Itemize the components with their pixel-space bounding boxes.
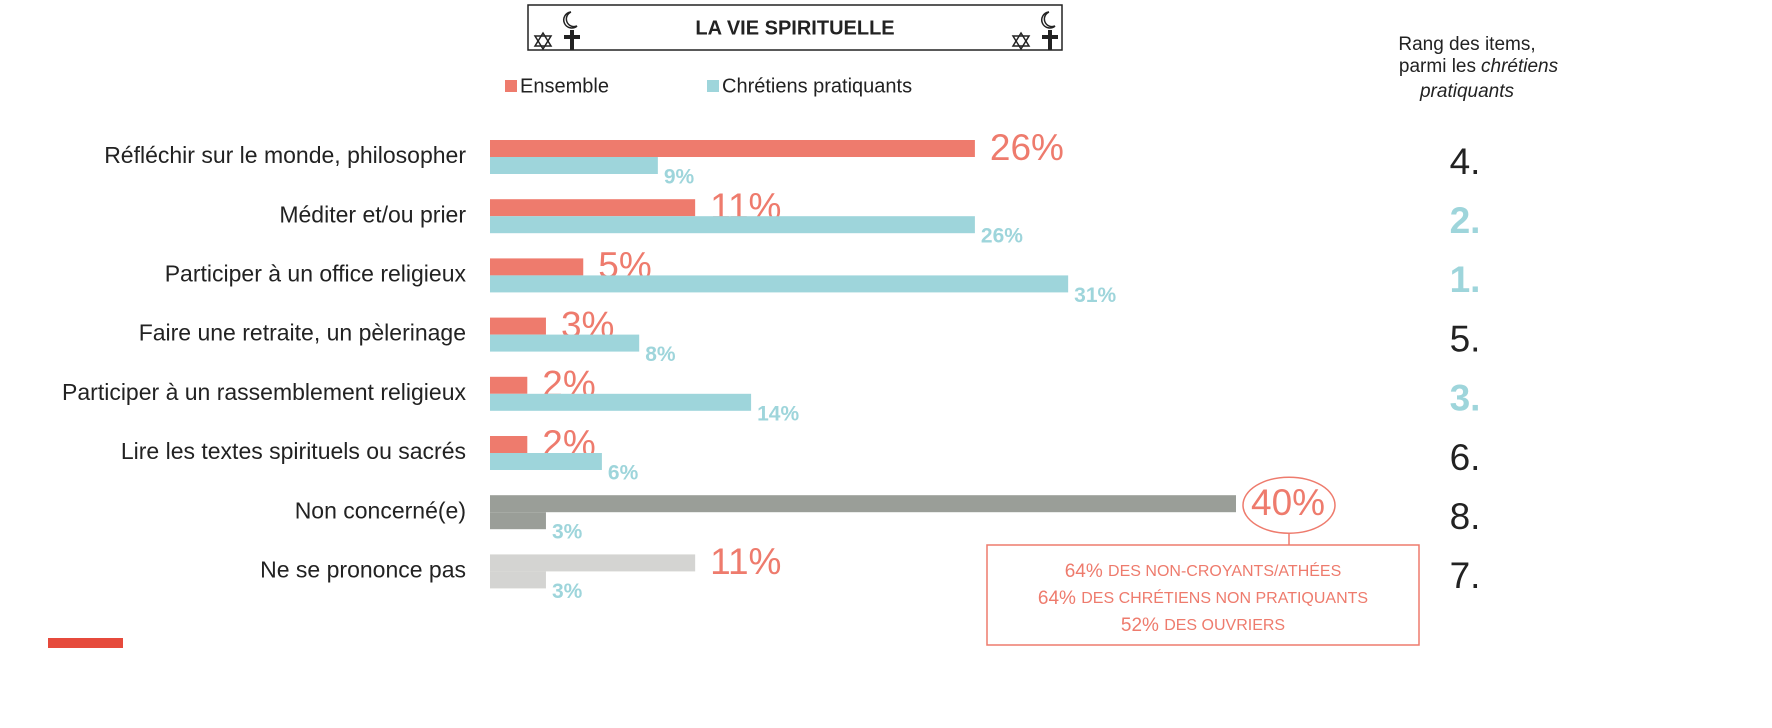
- value-label: 26%: [990, 127, 1064, 168]
- value-label: 40%: [1251, 482, 1325, 523]
- bar: [490, 571, 546, 589]
- category-label: Non concerné(e): [295, 497, 466, 523]
- value-label: 11%: [710, 541, 781, 582]
- title-icon: [533, 11, 1058, 51]
- rank-title: chrétiens: [1481, 56, 1559, 77]
- legend-swatch: [707, 80, 719, 92]
- legend-label: Ensemble: [520, 75, 609, 97]
- category-label: Méditer et/ou prier: [279, 201, 466, 227]
- rank: 6.: [1450, 437, 1481, 478]
- title-box: [527, 4, 1063, 51]
- bar: [490, 140, 975, 157]
- rank: 5.: [1450, 318, 1481, 359]
- value-label: 26%: [981, 225, 1023, 248]
- annotation-line: 52% DES OUVRIERS: [1121, 615, 1285, 636]
- value-label: 3%: [552, 580, 583, 603]
- bar: [490, 512, 546, 530]
- bar: [490, 199, 696, 217]
- category-label: Faire une retraite, un pèlerinage: [139, 320, 466, 346]
- value-label: 6%: [608, 462, 639, 485]
- bar: [490, 436, 528, 453]
- rank: 8.: [1450, 496, 1481, 537]
- annotation-box: [986, 544, 1420, 646]
- bar: [490, 453, 602, 470]
- value-label: 14%: [757, 402, 799, 425]
- annotation-line: 64% DES CHRÉTIENS NON PRATIQUANTS: [1038, 588, 1368, 609]
- bar: [490, 495, 1236, 513]
- rank-title: pratiquants: [1419, 81, 1515, 102]
- annotation-text: DES CHRÉTIENS NON PRATIQUANTS: [1081, 588, 1368, 607]
- bar: [490, 317, 546, 335]
- value-label: 3%: [552, 521, 583, 544]
- bar: [490, 258, 584, 276]
- annotation-text: DES OUVRIERS: [1164, 617, 1285, 634]
- rank: 3.: [1450, 378, 1481, 419]
- annotation-line: 64% DES NON-CROYANTS/ATHÉES: [1065, 561, 1342, 582]
- rank: 2.: [1450, 200, 1481, 241]
- category-label: Participer à un office religieux: [165, 260, 467, 286]
- value-label: 9%: [664, 166, 695, 189]
- bar: [490, 376, 528, 394]
- chart-title: LA VIE SPIRITUELLE: [695, 17, 894, 39]
- bar: [490, 334, 640, 352]
- bar: [490, 393, 752, 411]
- rank-title: parmi les: [1399, 56, 1476, 77]
- category-label: Participer à un rassemblement religieux: [62, 379, 466, 405]
- legend-label: Chrétiens pratiquants: [722, 75, 912, 97]
- annotation-text: DES NON-CROYANTS/ATHÉES: [1108, 561, 1341, 580]
- rank: 1.: [1450, 259, 1481, 300]
- bar: [490, 554, 696, 572]
- annotation-value: 64%: [1065, 561, 1103, 582]
- rank-title: Rang des items,: [1398, 34, 1535, 55]
- logo: [48, 638, 123, 648]
- rank: 4.: [1450, 141, 1481, 182]
- rank: 7.: [1450, 555, 1481, 596]
- annotation-value: 64%: [1038, 588, 1076, 609]
- legend-swatch: [505, 80, 517, 92]
- category-label: Lire les textes spirituels ou sacrés: [121, 438, 466, 464]
- value-label: 31%: [1074, 284, 1116, 307]
- value-label: 8%: [645, 343, 676, 366]
- bar: [490, 157, 658, 174]
- category-label: Ne se prononce pas: [260, 556, 466, 582]
- bar: [490, 275, 1069, 293]
- annotation-value: 52%: [1121, 615, 1159, 636]
- category-label: Réfléchir sur le monde, philosopher: [104, 142, 466, 168]
- bar: [490, 216, 975, 234]
